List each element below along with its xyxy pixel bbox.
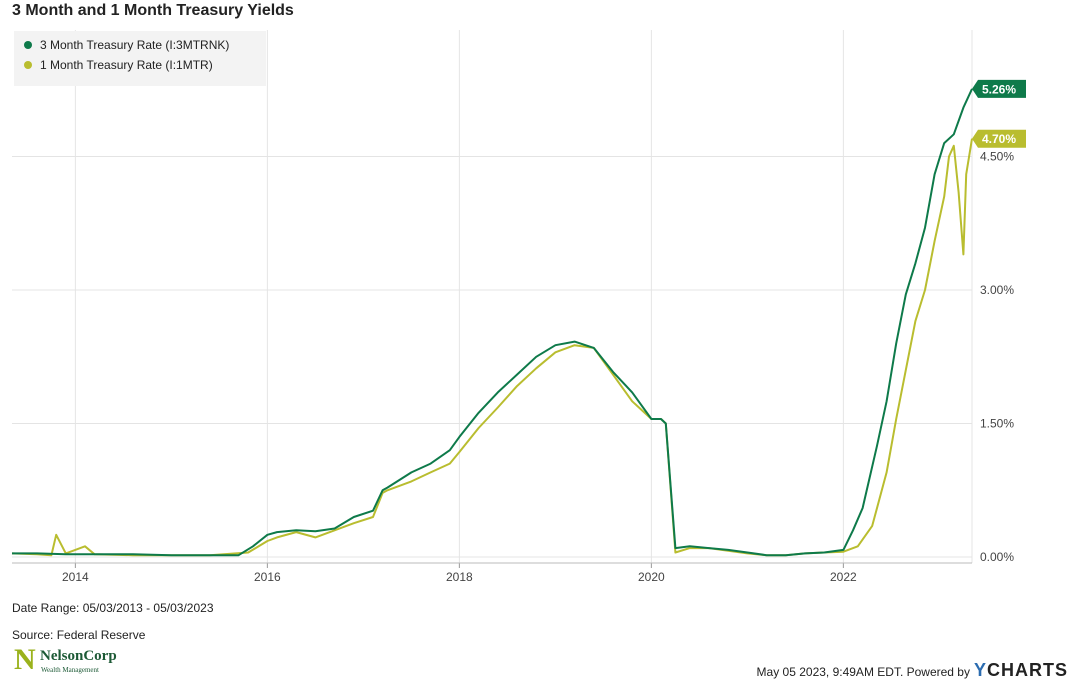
end-label-text: 5.26% xyxy=(982,82,1016,96)
y-tick-label: 4.50% xyxy=(980,150,1014,164)
series-line-1month xyxy=(11,138,973,557)
y-tick-label: 0.00% xyxy=(980,550,1014,564)
end-label-3month: 5.26% xyxy=(972,79,1026,98)
logo-mark-icon: N xyxy=(14,643,36,676)
line-chart: 2014 2016 2018 2020 2022 0.00% 1.50% 3.00% 4.50… xyxy=(11,30,1026,584)
legend-dot-3month xyxy=(24,41,32,49)
source-note: Source: Federal Reserve xyxy=(12,628,146,642)
legend-label-3month: 3 Month Treasury Rate (I:3MTRNK) xyxy=(40,38,230,52)
nelsoncorp-logo: N NelsonCorp Wealth Management xyxy=(14,645,134,675)
y-tick-label: 3.00% xyxy=(980,283,1014,297)
x-tick-label: 2018 xyxy=(446,570,473,584)
series-lines xyxy=(11,88,973,557)
x-tick-label: 2016 xyxy=(254,570,281,584)
x-axis: 2014 2016 2018 2020 2022 xyxy=(12,562,972,584)
end-label-box xyxy=(972,129,1026,148)
logo-tagline: Wealth Management xyxy=(41,666,99,674)
end-label-box xyxy=(972,79,1026,98)
end-label-1month: 4.70% xyxy=(972,129,1026,148)
legend: 3 Month Treasury Rate (I:3MTRNK) 1 Month… xyxy=(14,31,266,86)
end-label-text: 4.70% xyxy=(982,132,1016,146)
ycharts-logo-y: Y xyxy=(973,660,987,680)
ycharts-logo-text: CHARTS xyxy=(987,660,1068,680)
credit-line: May 05 2023, 9:49AM EDT. Powered by YCHA… xyxy=(757,660,1068,681)
ycharts-logo[interactable]: YCHARTS xyxy=(974,660,1068,681)
legend-item-1month[interactable]: 1 Month Treasury Rate (I:1MTR) xyxy=(14,55,266,75)
chart-title: 3 Month and 1 Month Treasury Yields xyxy=(12,2,294,19)
series-line-3month xyxy=(12,88,973,557)
logo-name: NelsonCorp xyxy=(40,648,117,664)
legend-dot-1month xyxy=(24,61,32,69)
y-axis: 0.00% 1.50% 3.00% 4.50% xyxy=(980,150,1014,565)
x-tick-label: 2020 xyxy=(638,570,665,584)
end-labels: 5.26% 4.70% xyxy=(972,79,1026,148)
y-tick-label: 1.50% xyxy=(980,417,1014,431)
date-range: Date Range: 05/03/2013 - 05/03/2023 xyxy=(12,601,214,615)
legend-label-1month: 1 Month Treasury Rate (I:1MTR) xyxy=(40,58,213,72)
x-tick-label: 2014 xyxy=(62,570,89,584)
legend-item-3month[interactable]: 3 Month Treasury Rate (I:3MTRNK) xyxy=(14,35,266,55)
grid-lines xyxy=(12,30,973,563)
timestamp: May 05 2023, 9:49AM EDT. Powered by xyxy=(756,665,970,679)
x-tick-label: 2022 xyxy=(830,570,857,584)
